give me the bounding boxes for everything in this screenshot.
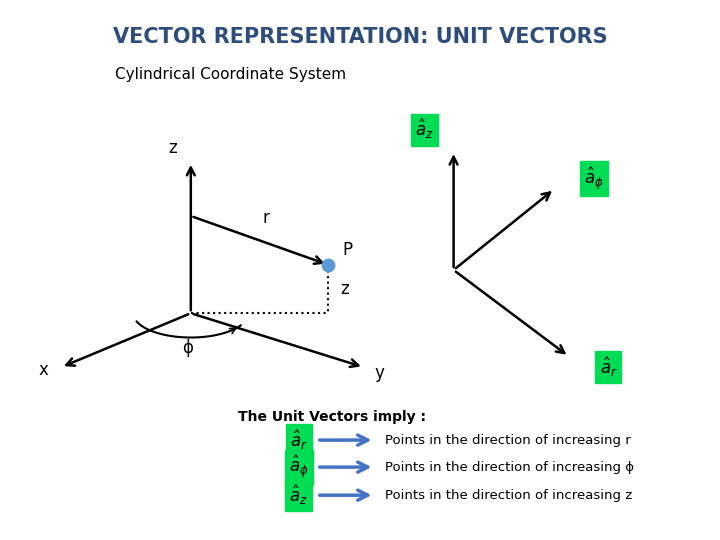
Text: Cylindrical Coordinate System: Cylindrical Coordinate System <box>114 68 346 83</box>
Text: $\hat{a}_r$: $\hat{a}_r$ <box>290 428 307 452</box>
Text: $\hat{a}_z$: $\hat{a}_z$ <box>415 118 434 141</box>
Text: ϕ: ϕ <box>181 339 193 357</box>
Text: Points in the direction of increasing r: Points in the direction of increasing r <box>385 434 631 447</box>
Text: The Unit Vectors imply :: The Unit Vectors imply : <box>238 410 426 424</box>
Text: $\hat{a}_z$: $\hat{a}_z$ <box>289 483 308 507</box>
Text: z: z <box>341 280 349 298</box>
Text: y: y <box>374 363 384 382</box>
Text: $\hat{a}_\phi$: $\hat{a}_\phi$ <box>289 454 309 481</box>
Text: Points in the direction of increasing z: Points in the direction of increasing z <box>385 489 632 502</box>
Text: r: r <box>263 209 270 227</box>
Text: VECTOR REPRESENTATION: UNIT VECTORS: VECTOR REPRESENTATION: UNIT VECTORS <box>113 27 607 47</box>
Text: z: z <box>168 139 177 157</box>
Text: $\hat{a}_\phi$: $\hat{a}_\phi$ <box>584 165 604 192</box>
Text: P: P <box>342 241 352 259</box>
Text: x: x <box>38 361 48 379</box>
Text: Points in the direction of increasing ϕ: Points in the direction of increasing ϕ <box>385 461 634 474</box>
Text: $\hat{a}_r$: $\hat{a}_r$ <box>600 355 617 379</box>
